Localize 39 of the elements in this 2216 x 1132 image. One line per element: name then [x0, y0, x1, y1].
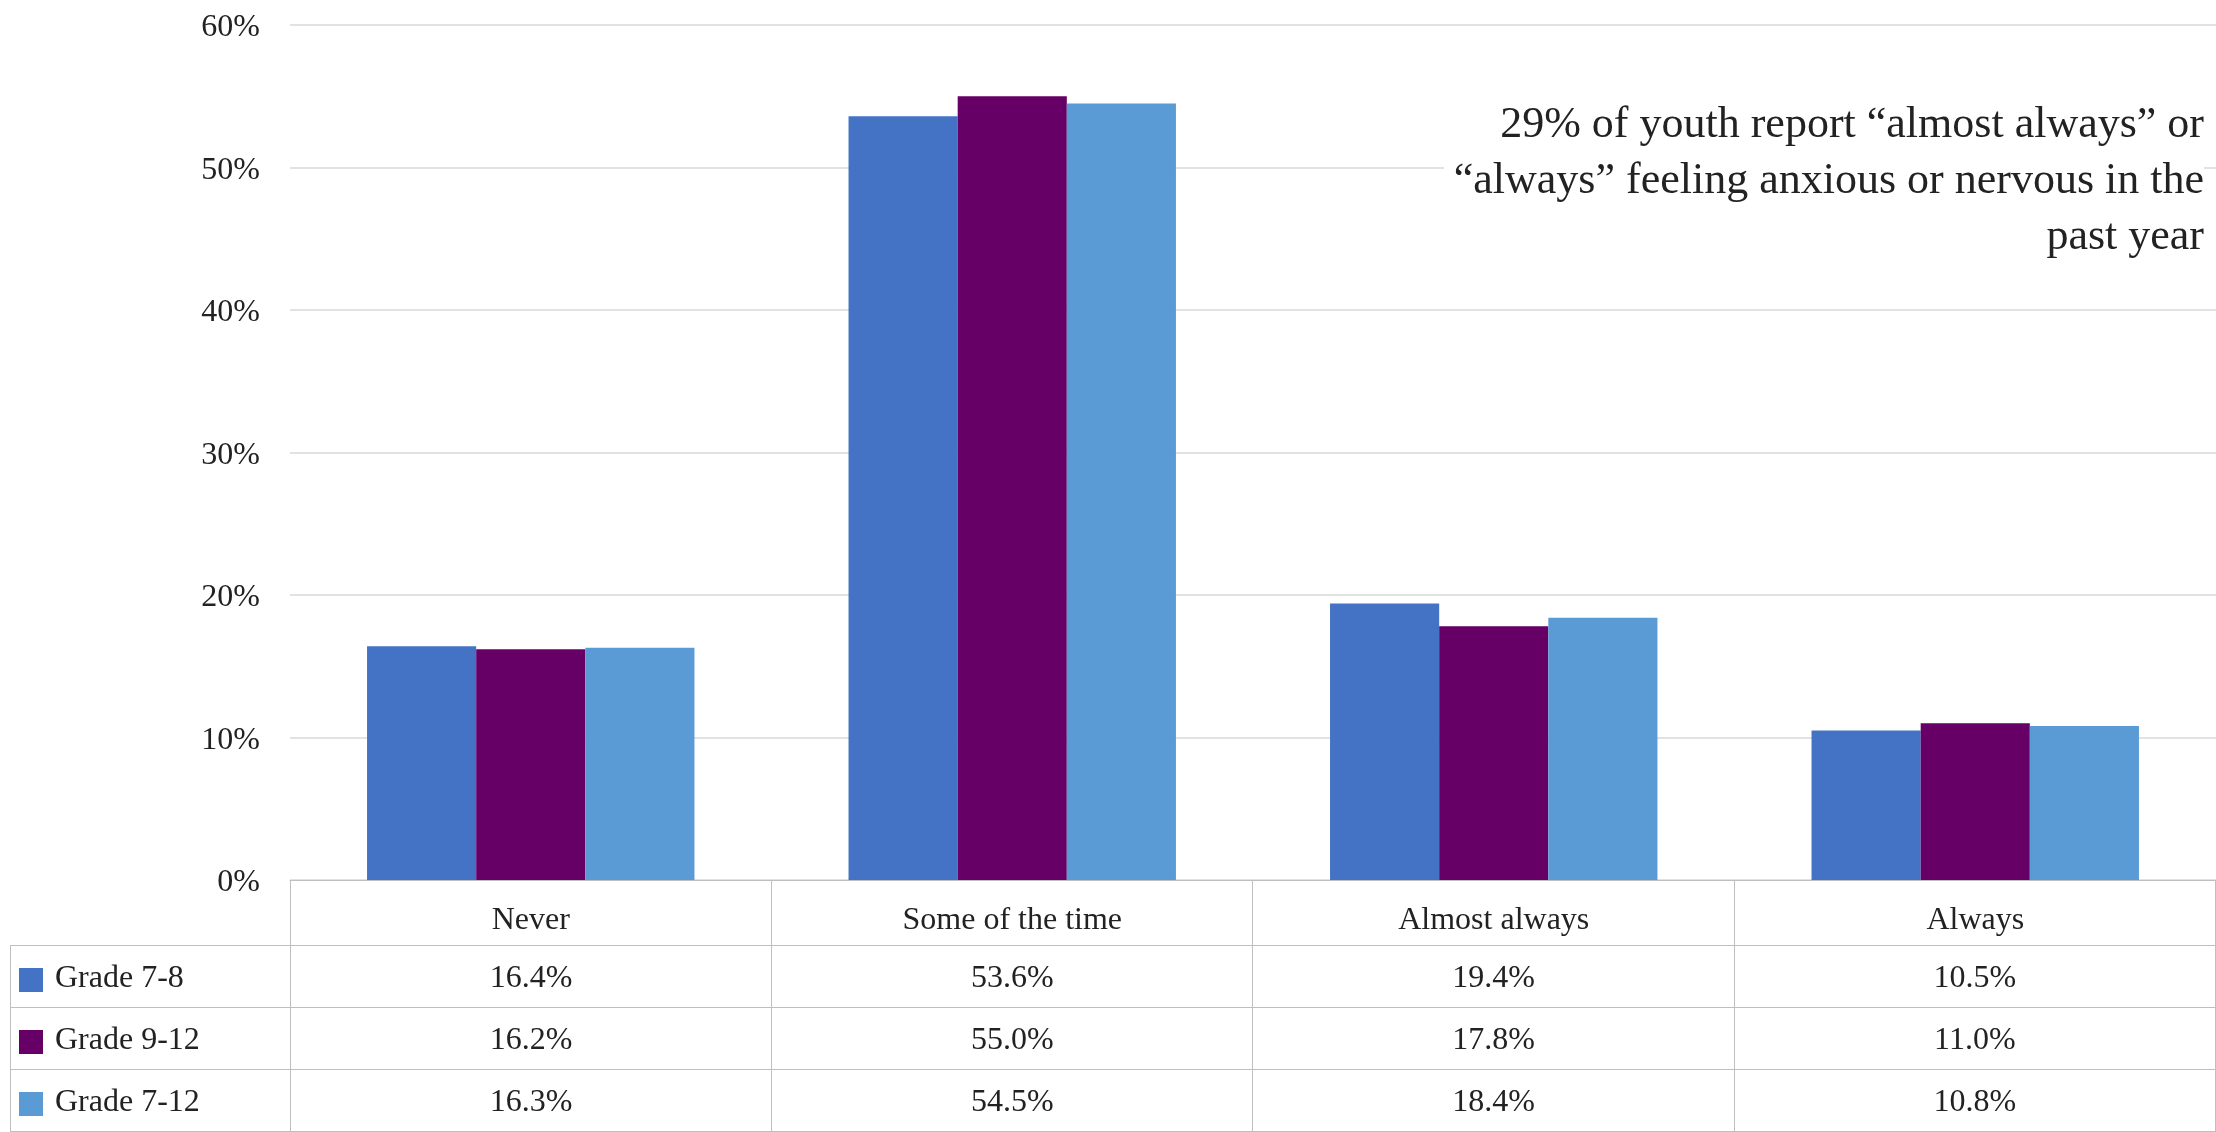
data-label: 55.0% [771, 1007, 1253, 1070]
y-tick-label: 40% [201, 292, 260, 328]
data-label: 10.8% [1734, 1069, 2216, 1132]
legend-label: Grade 7-8 [55, 958, 184, 994]
legend-label: Grade 9-12 [55, 1020, 200, 1056]
legend-label: Grade 7-12 [55, 1082, 200, 1118]
data-label: 18.4% [1252, 1069, 1735, 1132]
y-tick-label: 50% [201, 149, 260, 186]
x-tick-label: Almost always [1398, 900, 1590, 936]
bar [367, 646, 477, 880]
data-label: 16.4% [290, 945, 772, 1008]
data-label: 54.5% [771, 1069, 1253, 1132]
bar [1548, 617, 1658, 880]
bar [1066, 103, 1176, 880]
data-label: 16.3% [290, 1069, 772, 1132]
data-label: 10.5% [1734, 945, 2216, 1008]
y-tick-label: 0% [217, 862, 260, 898]
bar [848, 116, 958, 880]
data-label: 11.0% [1734, 1007, 2216, 1070]
bar [1330, 603, 1440, 880]
y-tick-label: 30% [201, 434, 260, 471]
x-tick-label: Never [491, 900, 571, 936]
bar [1439, 626, 1549, 880]
bar [1920, 723, 2030, 880]
x-tick-label: Always [1926, 900, 2025, 936]
y-tick-label: 20% [201, 577, 260, 613]
data-label: 16.2% [290, 1007, 772, 1070]
x-tick-label: Some of the time [902, 900, 1123, 936]
bar [476, 649, 586, 880]
bar [1811, 730, 1921, 880]
data-label: 53.6% [771, 945, 1253, 1008]
y-tick-label: 10% [201, 719, 260, 756]
bar [585, 647, 695, 880]
annotation: 29% of youth report “almost always” or “always” feeling anxious or nervous in the past year [1444, 95, 2204, 263]
bar [957, 96, 1067, 880]
data-label: 19.4% [1252, 945, 1735, 1008]
bar [2029, 726, 2139, 880]
data-label: 17.8% [1252, 1007, 1735, 1070]
y-tick-label: 60% [201, 7, 260, 43]
